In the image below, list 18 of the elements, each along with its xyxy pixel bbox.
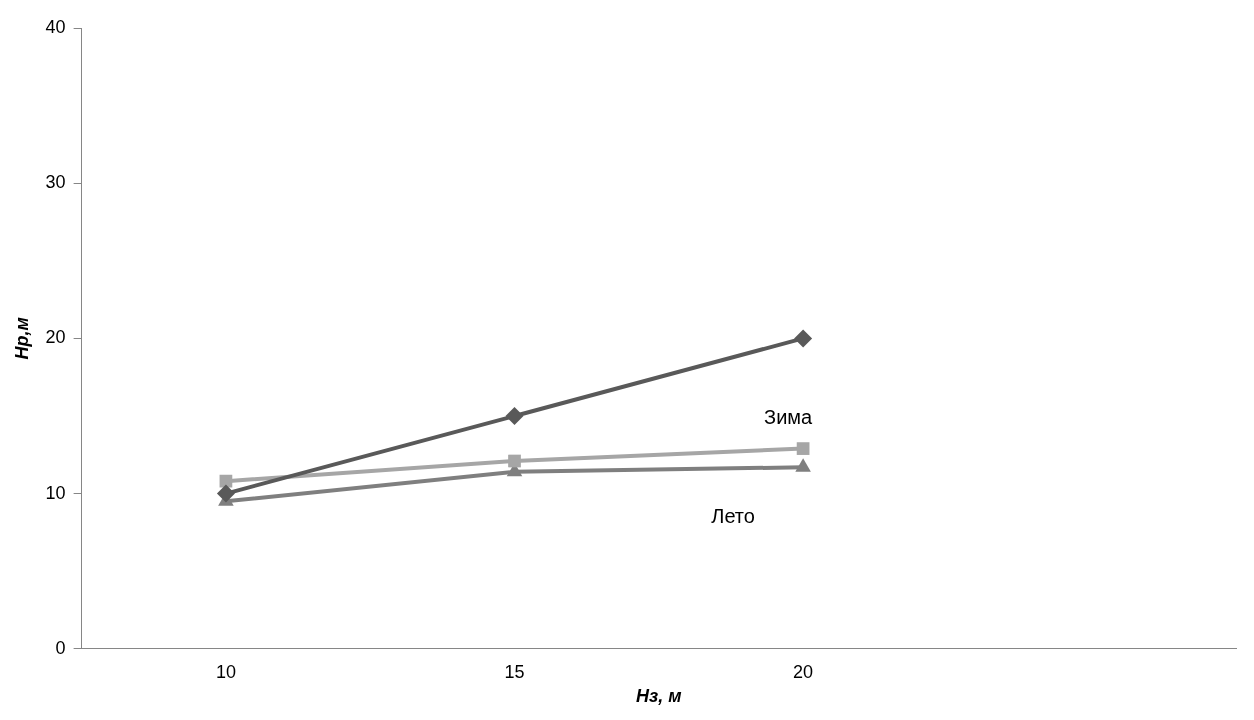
point	[795, 458, 811, 472]
y-tick-label: 40	[45, 16, 66, 37]
y-tick-label: 10	[45, 482, 66, 503]
x-axis-title: Нз, м	[636, 686, 682, 707]
y-tick-label: 20	[45, 327, 66, 348]
series-label: Зима	[764, 406, 814, 429]
point	[216, 484, 235, 503]
point	[508, 454, 521, 468]
x-tick-label: 10	[215, 661, 236, 682]
y-tick-label: 0	[55, 637, 66, 658]
point	[796, 442, 810, 455]
y-axis-title: Нр,м	[11, 317, 32, 360]
x-tick-label: 20	[793, 661, 814, 682]
point	[794, 329, 813, 348]
x-tick-label: 15	[504, 661, 525, 682]
point	[505, 407, 524, 425]
y-tick-label: 30	[45, 172, 66, 193]
series-label: Лето	[711, 504, 755, 527]
